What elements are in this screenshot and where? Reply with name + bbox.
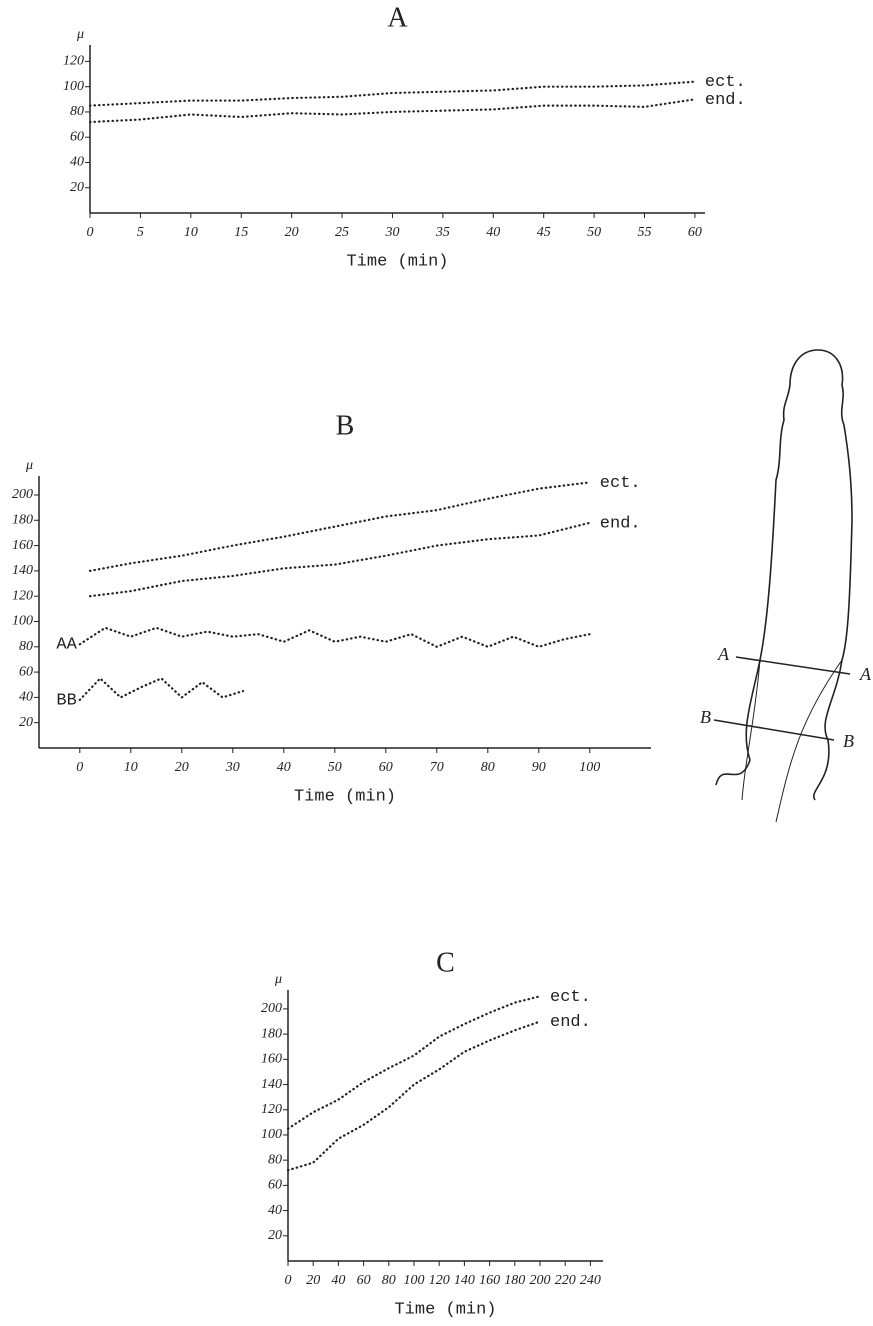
series-line xyxy=(88,80,697,107)
x-tick-label: 0 xyxy=(76,760,83,775)
series-line xyxy=(286,1020,542,1172)
series-line xyxy=(88,521,591,598)
y-tick-label: 20 xyxy=(268,1228,282,1243)
y-tick-label: 100 xyxy=(261,1127,282,1142)
x-tick-label: 20 xyxy=(175,760,189,775)
x-tick-label: 0 xyxy=(87,225,94,240)
y-tick-label: 200 xyxy=(12,487,33,502)
x-tick-label: 55 xyxy=(638,225,652,240)
y-tick-label: 60 xyxy=(19,664,33,679)
series-label: ect. xyxy=(550,988,591,1007)
y-tick-label: 120 xyxy=(261,1102,282,1117)
series-label: end. xyxy=(550,1013,591,1032)
y-unit: μ xyxy=(25,458,33,473)
x-tick-label: 120 xyxy=(429,1273,450,1288)
x-tick-label: 200 xyxy=(530,1273,551,1288)
x-tick-label: 40 xyxy=(277,760,291,775)
y-tick-label: 140 xyxy=(12,563,33,578)
y-tick-label: 80 xyxy=(268,1152,282,1167)
x-tick-label: 50 xyxy=(587,225,601,240)
x-tick-label: 0 xyxy=(285,1273,292,1288)
x-tick-label: 160 xyxy=(479,1273,500,1288)
y-tick-label: 120 xyxy=(12,588,33,603)
y-tick-label: 180 xyxy=(12,512,33,527)
x-tick-label: 240 xyxy=(580,1273,601,1288)
x-tick-label: 100 xyxy=(404,1273,425,1288)
series-line xyxy=(88,481,591,572)
x-tick-label: 60 xyxy=(379,760,393,775)
hydra-diagram xyxy=(713,349,853,823)
x-tick-label: 60 xyxy=(357,1273,371,1288)
series-label: ect. xyxy=(600,474,641,493)
section-label: B xyxy=(700,707,711,727)
x-tick-label: 20 xyxy=(285,225,299,240)
x-tick-label: 80 xyxy=(382,1273,396,1288)
y-tick-label: 100 xyxy=(63,79,84,94)
section-label: B xyxy=(843,731,854,751)
series-line xyxy=(88,98,697,124)
x-tick-label: 180 xyxy=(504,1273,525,1288)
x-tick-label: 50 xyxy=(328,760,342,775)
series-label: BB xyxy=(56,691,76,710)
series-line xyxy=(286,995,542,1130)
series-line xyxy=(78,626,591,648)
x-tick-label: 10 xyxy=(124,760,138,775)
y-tick-label: 60 xyxy=(268,1178,282,1193)
y-tick-label: 80 xyxy=(19,639,33,654)
x-tick-label: 60 xyxy=(688,225,702,240)
x-tick-label: 20 xyxy=(306,1273,320,1288)
y-tick-label: 40 xyxy=(268,1203,282,1218)
y-tick-label: 80 xyxy=(70,104,84,119)
y-tick-label: 200 xyxy=(261,1001,282,1016)
x-tick-label: 5 xyxy=(137,225,144,240)
x-tick-label: 30 xyxy=(384,225,399,240)
x-tick-label: 45 xyxy=(537,225,551,240)
y-tick-label: 20 xyxy=(19,715,33,730)
series-line xyxy=(78,676,245,702)
section-label: A xyxy=(859,664,872,684)
x-axis-label: Time (min) xyxy=(346,252,448,271)
x-tick-label: 140 xyxy=(454,1273,475,1288)
series-label: end. xyxy=(705,91,746,110)
y-tick-label: 60 xyxy=(70,129,84,144)
y-tick-label: 40 xyxy=(70,155,84,170)
x-tick-label: 40 xyxy=(331,1273,345,1288)
x-tick-label: 40 xyxy=(486,225,500,240)
y-tick-label: 20 xyxy=(70,180,84,195)
x-tick-label: 80 xyxy=(481,760,495,775)
x-tick-label: 220 xyxy=(555,1273,576,1288)
y-tick-label: 160 xyxy=(261,1052,282,1067)
x-tick-label: 70 xyxy=(430,760,444,775)
y-tick-label: 120 xyxy=(63,54,84,69)
section-label: A xyxy=(717,644,730,664)
series-label: end. xyxy=(600,514,641,533)
chart-title: A xyxy=(387,2,408,33)
y-tick-label: 180 xyxy=(261,1026,282,1041)
y-unit: μ xyxy=(76,27,84,42)
y-tick-label: 160 xyxy=(12,538,33,553)
y-tick-label: 100 xyxy=(12,614,33,629)
y-tick-label: 40 xyxy=(19,690,33,705)
x-tick-label: 25 xyxy=(335,225,349,240)
y-unit: μ xyxy=(274,972,282,987)
x-tick-label: 90 xyxy=(532,760,546,775)
x-axis-label: Time (min) xyxy=(394,1300,496,1319)
chart-title: C xyxy=(436,947,455,978)
x-tick-label: 15 xyxy=(234,225,248,240)
x-tick-label: 100 xyxy=(579,760,600,775)
x-axis-label: Time (min) xyxy=(294,787,396,806)
x-tick-label: 35 xyxy=(435,225,450,240)
x-tick-label: 30 xyxy=(225,760,240,775)
x-tick-label: 10 xyxy=(184,225,198,240)
chart-title: B xyxy=(336,410,355,441)
series-label: AA xyxy=(56,636,77,655)
series-label: ect. xyxy=(705,73,746,92)
y-tick-label: 140 xyxy=(261,1077,282,1092)
